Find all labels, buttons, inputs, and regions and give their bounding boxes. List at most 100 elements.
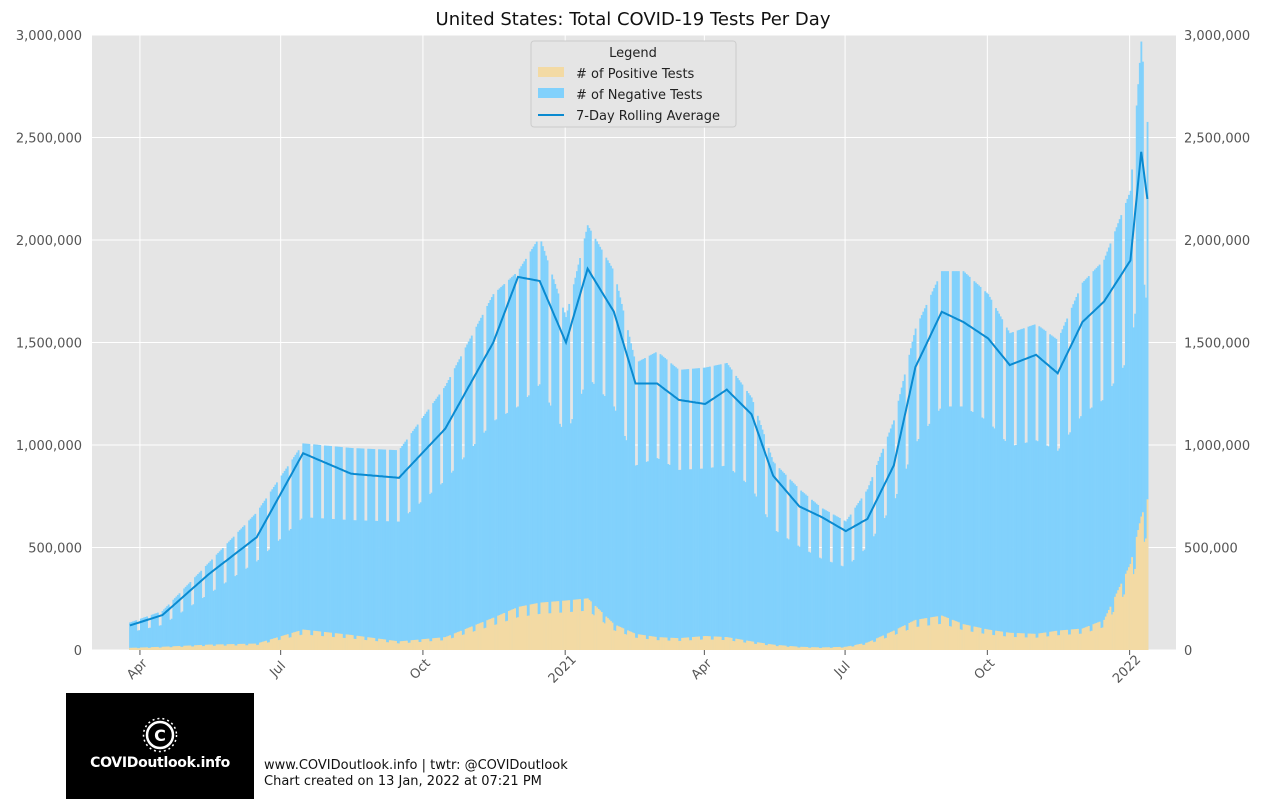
negative-bar (726, 363, 728, 650)
negative-bar (156, 612, 159, 650)
negative-bar (347, 447, 349, 650)
positive-bar (274, 637, 277, 650)
negative-bar (237, 531, 240, 650)
positive-bar (478, 623, 481, 650)
positive-bar (572, 599, 575, 650)
legend-entry-positive: # of Positive Tests (576, 67, 695, 82)
positive-bar (356, 635, 359, 650)
positive-bar (1111, 614, 1113, 650)
positive-bar (1131, 557, 1134, 650)
positive-bar (362, 636, 365, 650)
positive-bar (237, 643, 240, 650)
negative-bar (695, 368, 697, 650)
positive-bar (611, 622, 614, 650)
negative-bar (780, 469, 782, 650)
negative-bar (215, 554, 218, 650)
positive-bar (259, 642, 261, 650)
positive-bar (201, 646, 204, 650)
positive-bar (1123, 594, 1126, 650)
positive-bar (681, 637, 684, 650)
positive-bar (1137, 530, 1140, 650)
negative-bar (579, 258, 581, 650)
positive-bar (899, 627, 902, 650)
negative-bar (1141, 61, 1144, 650)
positive-bar (716, 636, 719, 650)
negative-bar (936, 281, 939, 650)
negative-bar (197, 574, 199, 650)
positive-bar (390, 640, 393, 650)
negative-bar (696, 368, 699, 650)
negative-bar (858, 500, 861, 650)
negative-bar (303, 443, 306, 650)
negative-bar (896, 493, 898, 650)
positive-bar (772, 644, 775, 650)
positive-bar (950, 626, 953, 650)
positive-bar (691, 637, 694, 650)
positive-bar (245, 645, 247, 650)
positive-bar (888, 632, 891, 650)
positive-bar (166, 646, 169, 650)
positive-bar (968, 625, 971, 650)
negative-bar (710, 467, 713, 650)
negative-bar (1112, 383, 1115, 650)
negative-bar (169, 619, 172, 650)
positive-bar (1097, 622, 1099, 650)
logo-text: COVIDoutlook.info (90, 755, 230, 771)
positive-bar (758, 642, 761, 650)
negative-bar (661, 355, 663, 650)
positive-bar (614, 630, 617, 650)
positive-bar (212, 645, 215, 650)
positive-bar (1013, 637, 1016, 650)
negative-bar (698, 368, 701, 650)
negative-bar (186, 585, 189, 650)
positive-bar (1094, 623, 1096, 650)
positive-bar (617, 626, 620, 650)
positive-bar (984, 628, 987, 650)
positive-bar (874, 641, 877, 650)
negative-bar (1041, 328, 1044, 650)
positive-bar (407, 642, 410, 650)
negative-bar (736, 378, 739, 650)
positive-bar (456, 632, 459, 650)
negative-bar (922, 311, 925, 650)
positive-bar (585, 598, 588, 650)
positive-bar (302, 629, 305, 650)
negative-bar (167, 604, 170, 650)
positive-bar (627, 630, 629, 650)
positive-bar (820, 648, 823, 650)
negative-bar (557, 293, 560, 650)
positive-bar (973, 626, 976, 650)
negative-bar (1100, 401, 1103, 650)
positive-bar (507, 610, 510, 650)
positive-bar (727, 637, 730, 650)
positive-bar (189, 645, 192, 650)
positive-bar (546, 602, 549, 650)
positive-bar (551, 601, 554, 650)
positive-bar (773, 644, 776, 650)
positive-bar (1027, 633, 1030, 650)
negative-bar (1143, 284, 1146, 650)
positive-bar (630, 631, 632, 650)
positive-bar (707, 636, 710, 650)
positive-bar (435, 637, 438, 650)
positive-bar (269, 639, 272, 650)
negative-bar (452, 470, 455, 650)
negative-bar (828, 511, 830, 650)
legend-title: Legend (609, 46, 657, 61)
negative-bar (961, 406, 963, 650)
negative-bar (470, 335, 473, 650)
negative-bar (172, 599, 175, 650)
positive-bar (848, 646, 851, 650)
negative-bar (277, 540, 280, 650)
negative-bar (783, 473, 786, 650)
negative-bar (555, 288, 558, 650)
negative-bar (928, 423, 931, 650)
negative-bar (865, 491, 868, 650)
positive-bar (656, 640, 659, 650)
positive-bar (605, 616, 608, 650)
positive-bar (299, 635, 302, 650)
positive-bar (271, 638, 274, 650)
negative-bar (911, 341, 914, 650)
negative-bar (139, 618, 142, 650)
negative-bar (1053, 337, 1056, 650)
